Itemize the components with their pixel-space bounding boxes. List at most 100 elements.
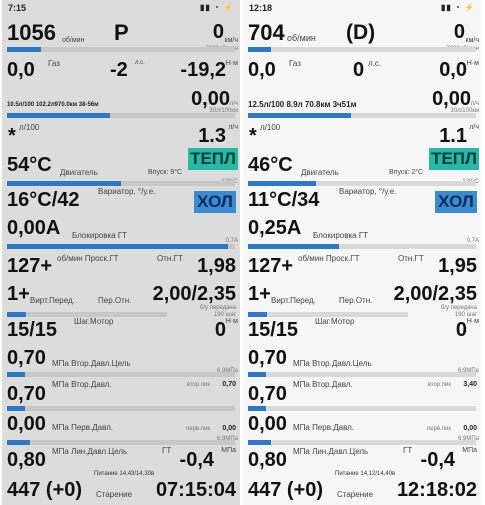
p-prim-max: 6,9МПа [217,436,238,442]
p-prim-label: МПа Перв.Давл. [293,423,355,432]
step-bar [248,312,408,317]
gear-indicator: P [114,20,129,45]
step-label: Шаг.Мотор [315,317,355,326]
p-line-bar-fill [7,440,30,445]
slip-label2: Отн.ГТ [398,254,424,263]
p-sec-target-label: МПа Втор.Давл.Цель [293,359,372,368]
ratio-label2: Пер.Отн. [98,296,132,305]
engine-temp-label: Двигатель [301,168,339,177]
variator-value: 11°C/34 [248,189,320,211]
consumption-right: 1.3 [198,125,226,147]
rpm-value: 1056 [7,20,56,45]
rpm-unit: об/мин [62,37,85,44]
rpm-bar-fill [248,47,271,52]
slip-right: 1,98 [197,255,236,277]
p-line-label2: ГТ [403,446,413,455]
p-prim-peak-label: перв.пик [185,426,210,432]
variator-label: Вариатор, °/у.е. [339,187,397,196]
power-value: 0 [353,59,365,81]
p-line-bar [248,440,476,445]
power-supply-label: Питание 14,12/14,40в [335,471,396,477]
p-sec-target-value: 0,70 [248,347,287,369]
engine-temp-label: Двигатель [60,168,98,177]
aging-label: Старение [96,490,133,499]
engine-temp-value: 46°C [248,154,293,176]
p-sec-target-bar [7,372,235,377]
fuel-rate-unit: л/ч [470,101,479,107]
slip-label: об/мин Проск.ГТ [298,254,360,263]
current-bar [7,244,235,249]
p-prim-max: 6,9МПа [458,436,479,442]
fuel-rate-unit2: 30л/100км [209,108,238,114]
rpm-unit: об/мин [287,33,316,43]
p-sec-bar-fill [248,406,267,411]
p-sec-value: 0,70 [248,383,287,405]
fuel-stats: 10.5л/100 102.2л970.0км 38-56м [7,102,99,108]
p-prim-peak: 0,00 [463,425,477,432]
status-bar: 12:18 ▮▮ ◔ ⚡ [243,0,481,17]
gas-label: Газ [289,59,301,68]
variator-label: Вариатор, °/у.е. [98,187,156,196]
p-sec-target-bar-fill [7,372,26,377]
cold-button[interactable]: ХОЛ [435,191,477,213]
ratio-label: Вирт.Перед. [271,296,316,305]
p-sec-peak-label: втор.пик [186,382,210,388]
consumption-unit: л/100 [260,123,281,132]
status-icons: ▮▮ ◔ ⚡ [440,3,475,12]
speed-unit: км/ч [224,37,238,44]
status-icons: ▮▮ ◔ ⚡ [199,3,234,12]
ratio-sub: 190 шаг [454,312,477,318]
p-sec-peak-label: втор.пик [427,382,451,388]
consumption-unit: л/100 [19,123,40,132]
p-sec-bar [248,406,476,411]
p-sec-target-max: 6,9МПа [458,368,479,374]
variator-value: 16°C/42 [7,189,80,211]
current-value: 0,25А [248,217,302,239]
slip-value: 127+ [248,255,294,277]
current-bar-fill [248,244,340,249]
odometer-value: 447 (+0) [248,479,324,501]
fuel-rate-unit: л/ч [229,101,238,107]
p-sec-target-bar-fill [248,372,267,377]
intake-temp: Впуск: 2°C [389,169,424,176]
rpm-bar-fill [7,47,42,52]
p-line-value: 0,80 [7,449,46,471]
torque-unit: Н·м [225,60,238,67]
p-sec-target-max: 6,9МПа [217,368,238,374]
heat-button[interactable]: ТЕПЛ [188,148,238,170]
engine-temp-bar [248,181,476,186]
fuel-bar-fill [248,113,351,118]
power-value: -2 [110,59,128,81]
current-bar [248,244,476,249]
fuel-stats: 12.5л/100 8.9л 70.8км 3ч51м [248,100,357,109]
rpm-value: 704 [248,20,285,45]
gas-value: 0,0 [248,59,276,81]
consumption-value: * [8,125,16,147]
gas-label: Газ [48,59,60,68]
current-bar-fill [7,244,229,249]
clock-value: 12:18:02 [396,479,477,501]
status-time: 12:18 [249,3,273,13]
consumption-right-unit: л/ч [469,124,479,131]
p-line-right: -0,4 [179,449,214,471]
fuel-rate-unit2: 30л/100км [450,108,479,114]
consumption-value: * [249,125,257,147]
p-prim-value: 0,00 [7,413,46,435]
torque-value: 0,0 [439,59,467,81]
p-line-label: МПа Лин.Давл.Цель [52,447,128,456]
step-right: 0 [455,319,467,341]
p-line-unit: МПа [221,447,236,454]
p-prim-peak: 0,00 [222,425,236,432]
cold-button[interactable]: ХОЛ [194,191,236,213]
engine-temp-bar [7,181,235,186]
ratio-right: 2,00/2,35 [393,283,477,305]
fuel-bar [248,113,476,118]
fuel-rate-value: 0,00 [432,88,471,110]
current-max: 0,7А [225,238,238,244]
ratio-value: 1+ [248,283,271,305]
heat-button[interactable]: ТЕПЛ [429,148,479,170]
current-label: Блокировка ГТ [72,231,128,240]
engine-temp-bar-fill [248,181,317,186]
odometer-value: 447 (+0) [7,479,83,501]
p-sec-target-label: МПа Втор.Давл.Цель [52,359,131,368]
